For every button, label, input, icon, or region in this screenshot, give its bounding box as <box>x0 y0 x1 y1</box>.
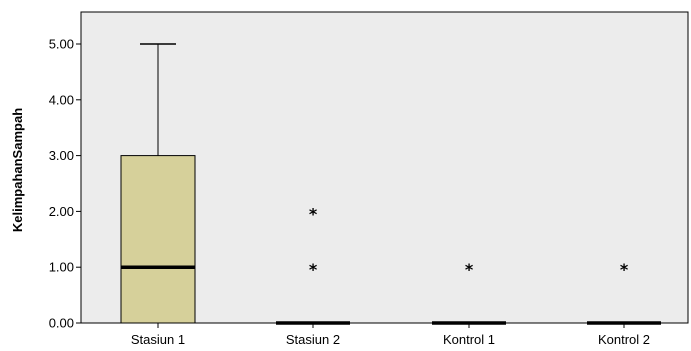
outlier-marker: * <box>309 260 318 279</box>
y-tick-label: 3.00 <box>49 148 74 163</box>
x-tick-label: Kontrol 2 <box>598 332 650 347</box>
outlier-marker: * <box>465 260 474 279</box>
box-group: * <box>587 260 661 325</box>
box <box>120 155 196 324</box>
box-group: ** <box>276 204 350 325</box>
x-tick-label: Stasiun 1 <box>131 332 185 347</box>
outlier-marker: * <box>309 204 318 223</box>
x-tick-label: Stasiun 2 <box>286 332 340 347</box>
box-group <box>120 43 196 324</box>
y-tick-label: 2.00 <box>49 204 74 219</box>
y-tick-label: 1.00 <box>49 260 74 275</box>
x-axis: Stasiun 1 Stasiun 2 Kontrol 1 Kontrol 2 <box>131 323 650 347</box>
y-axis-title: KelimpahanSampah <box>10 108 25 232</box>
box-group: * <box>432 260 506 325</box>
y-tick-label: 0.00 <box>49 316 74 331</box>
outlier-marker: * <box>620 260 629 279</box>
x-tick-label: Kontrol 1 <box>443 332 495 347</box>
y-axis: 0.00 1.00 2.00 3.00 4.00 5.00 <box>49 37 81 331</box>
y-tick-label: 5.00 <box>49 37 74 52</box>
y-tick-label: 4.00 <box>49 92 74 107</box>
boxes-layer: *** * <box>120 43 661 325</box>
